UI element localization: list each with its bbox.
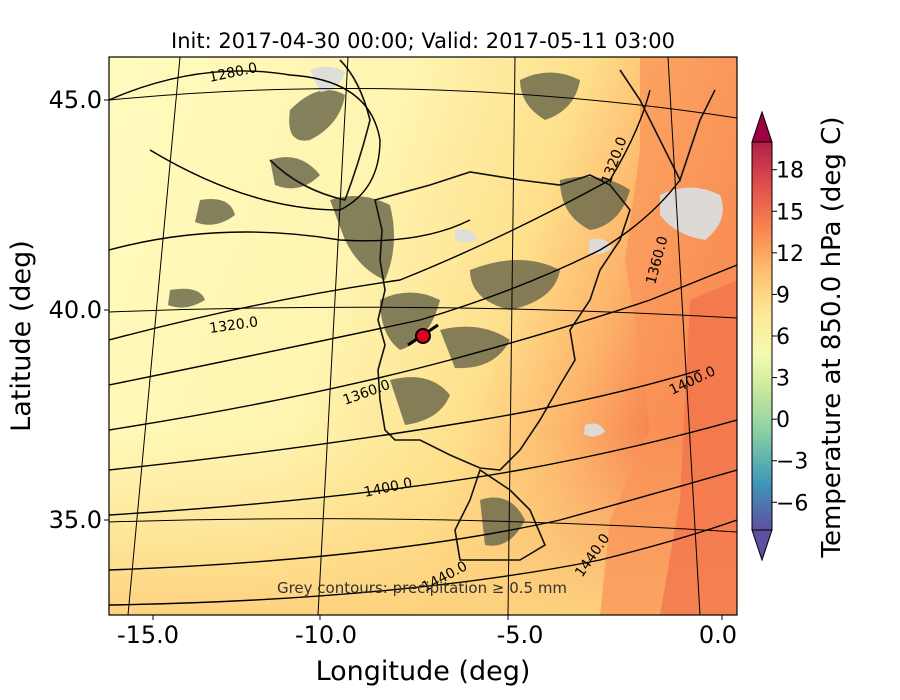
x-tick-label: 0.0 (699, 621, 737, 649)
figure-title: Init: 2017-04-30 00:00; Valid: 2017-05-1… (171, 29, 675, 53)
colorbar-tick-label: 0 (776, 408, 790, 433)
colorbar-tick-label: 3 (776, 367, 790, 392)
y-tick-label: 35.0 (49, 506, 102, 534)
location-marker (415, 328, 431, 344)
colorbar-ticks: 18 15 12 9 6 3 0 −3 −6 (772, 159, 808, 516)
x-tick-label: -5.0 (497, 621, 544, 649)
x-tick-label: -15.0 (117, 621, 179, 649)
colorbar-tick-label: 12 (776, 242, 804, 267)
colorbar-body (751, 141, 773, 531)
map-frame (108, 56, 738, 616)
coastlines (269, 59, 716, 561)
colorbar-tick-label: −6 (776, 491, 808, 516)
snow-patches (310, 66, 723, 437)
colorbar-tick-label: 9 (776, 283, 790, 308)
contour-label: 1320.0 (208, 314, 259, 337)
colorbar-min-extension (751, 529, 773, 562)
map-area: 1280.0 1320.0 1360.0 1320.0 1360.0 1400.… (109, 57, 737, 615)
y-axis-label: Latitude (deg) (6, 240, 37, 432)
colorbar-tick-label: −3 (776, 450, 808, 475)
colorbar-tick-label: 18 (776, 159, 804, 184)
height-contours (109, 70, 737, 606)
colorbar-label: Temperature at 850.0 hPa (deg C) (817, 117, 847, 559)
graticule (109, 57, 737, 615)
precip-annotation: Grey contours: precipitation ≥ 0.5 mm (277, 579, 567, 597)
x-axis-label: Longitude (deg) (316, 656, 531, 687)
y-axis: 45.0 40.0 35.0 Latitude (deg) (6, 86, 109, 534)
colorbar-tick-label: 15 (776, 200, 804, 225)
y-tick-label: 40.0 (49, 296, 102, 324)
colorbar: 18 15 12 9 6 3 0 −3 −6 Temperature at 850.0 hPa … (751, 110, 847, 562)
colorbar-tick-label: 6 (776, 325, 790, 350)
x-tick-label: -10.0 (295, 621, 357, 649)
x-axis: -15.0 -10.0 -5.0 0.0 Longitude (deg) (117, 615, 737, 687)
y-tick-label: 45.0 (49, 86, 102, 114)
colorbar-max-extension (751, 110, 773, 143)
